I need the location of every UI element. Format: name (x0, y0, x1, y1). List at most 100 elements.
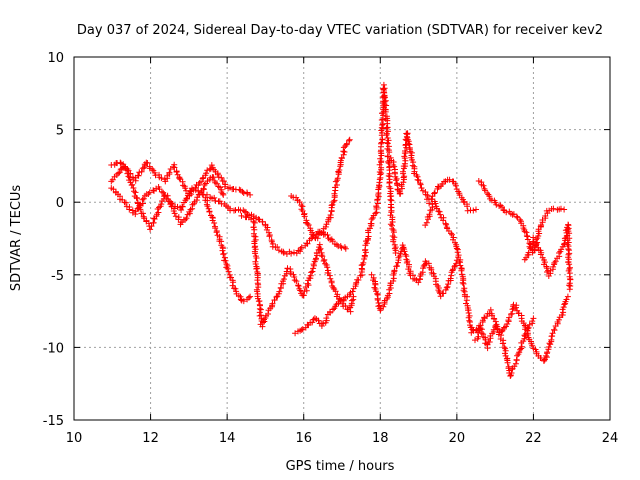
data-point (298, 326, 305, 333)
data-point (448, 230, 455, 237)
data-point (293, 278, 300, 285)
data-point (400, 168, 406, 175)
data-point (322, 223, 329, 230)
x-tick-label: 24 (602, 431, 619, 446)
data-point (324, 264, 331, 271)
data-point (457, 262, 464, 269)
data-point (548, 333, 555, 340)
data-point (221, 183, 228, 190)
data-point (324, 232, 331, 238)
data-point (380, 81, 387, 88)
data-point (563, 296, 570, 303)
data-point (431, 190, 438, 197)
data-point (560, 304, 567, 311)
data-point (273, 294, 280, 300)
data-point (567, 276, 574, 283)
data-point (274, 293, 281, 300)
data-point (401, 248, 408, 255)
data-point (379, 136, 386, 143)
data-point (418, 185, 425, 191)
data-point (221, 178, 227, 185)
data-point (456, 258, 463, 265)
data-point (346, 136, 353, 143)
data-point (386, 149, 393, 156)
data-point (255, 284, 262, 291)
data-point (477, 322, 484, 329)
data-point (317, 245, 324, 252)
data-point (549, 330, 556, 337)
plot-frame (73, 56, 611, 421)
data-point (517, 216, 523, 223)
data-point (171, 164, 178, 171)
data-point (376, 161, 383, 168)
data-point (460, 280, 467, 287)
data-point (334, 175, 341, 182)
data-point (383, 132, 390, 139)
data-point (463, 297, 470, 304)
data-point (341, 149, 348, 155)
data-point (340, 148, 347, 155)
data-point (132, 189, 139, 196)
data-point (260, 319, 266, 326)
data-point (137, 201, 144, 208)
x-tick-label: 14 (219, 431, 236, 446)
data-point (140, 200, 146, 207)
data-point (545, 344, 552, 350)
data-point (287, 270, 294, 277)
data-point (525, 324, 532, 331)
data-point (417, 181, 424, 188)
data-point (566, 282, 573, 289)
data-point (158, 175, 165, 182)
data-point (446, 176, 453, 183)
data-point (561, 206, 568, 213)
data-point (323, 315, 330, 322)
data-point (135, 205, 142, 212)
data-point (224, 265, 231, 272)
data-series (521, 221, 574, 293)
data-point (219, 190, 226, 197)
data-point (318, 323, 325, 329)
data-point (445, 281, 452, 288)
data-point (115, 170, 122, 177)
data-series (238, 212, 357, 330)
data-point (304, 240, 311, 247)
data-point (309, 231, 316, 238)
data-point (280, 249, 287, 256)
data-point (333, 241, 340, 248)
data-point (117, 166, 124, 173)
data-point (385, 158, 392, 165)
data-point (558, 205, 564, 212)
data-series (288, 136, 353, 242)
data-point (390, 278, 397, 284)
data-point (387, 221, 394, 228)
data-point (204, 203, 211, 210)
data-point (121, 163, 128, 170)
data-point (316, 246, 323, 253)
data-point (315, 317, 322, 324)
data-point (182, 185, 189, 192)
data-point (360, 259, 367, 266)
grid (74, 57, 610, 420)
data-point (223, 264, 230, 271)
data-point (178, 207, 185, 213)
data-point (481, 314, 488, 321)
data-point (284, 265, 291, 272)
data-point (173, 169, 180, 175)
data-point (250, 218, 257, 225)
data-point (550, 205, 557, 212)
data-point (295, 283, 302, 289)
data-point (391, 163, 398, 170)
data-point (507, 373, 514, 379)
data-series (475, 178, 568, 256)
data-point (431, 189, 438, 196)
data-point (338, 244, 345, 251)
data-point (544, 269, 550, 275)
data-point (529, 318, 536, 325)
y-axis-title: SDTVAR / TECUs (9, 185, 24, 292)
data-point (389, 225, 396, 232)
data-point (384, 140, 391, 147)
data-point (393, 177, 399, 184)
data-point (148, 223, 155, 230)
data-point (236, 186, 243, 193)
data-point (222, 257, 229, 264)
